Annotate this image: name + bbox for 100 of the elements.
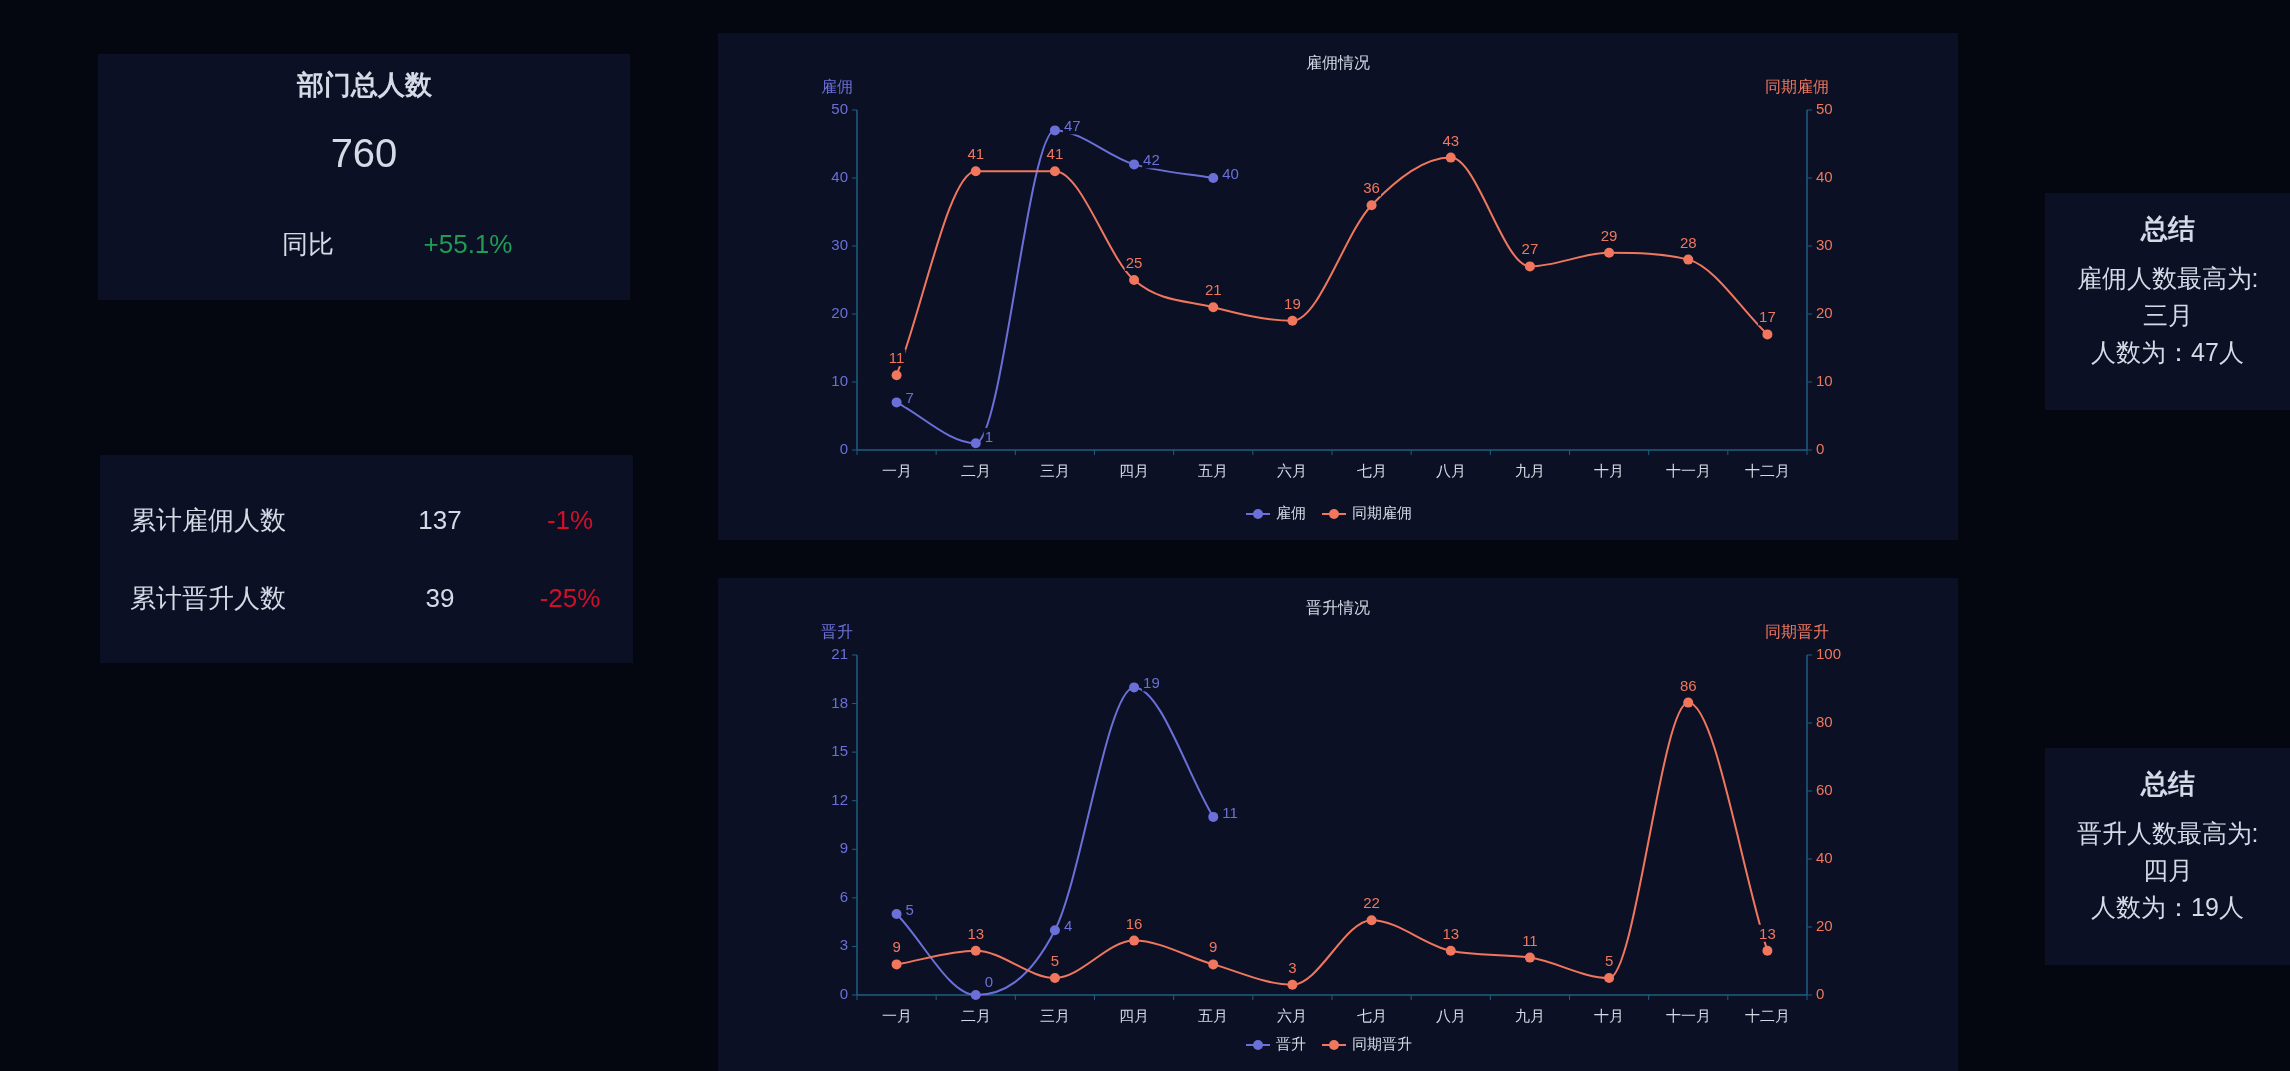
y-tick-label: 21 (831, 644, 848, 662)
y2-tick-label: 20 (1816, 303, 1833, 321)
point (970, 166, 981, 177)
y2-tick-label: 0 (1816, 984, 1825, 1002)
data-label: 19 (1284, 294, 1301, 312)
point (1049, 125, 1060, 136)
y2-axis-title: 同期晋升 (1765, 623, 1829, 641)
x-tick-label: 十月 (1594, 1006, 1625, 1024)
data-label: 11 (1522, 931, 1538, 949)
x-tick-label: 十月 (1594, 461, 1625, 479)
text: 人数为：47人 (2091, 337, 2244, 366)
x-tick-label: 十二月 (1744, 461, 1790, 479)
data-label: 5 (1604, 951, 1614, 969)
point (1129, 935, 1140, 946)
text: 四月 (2142, 855, 2193, 884)
point (891, 370, 902, 381)
y-tick-label: 20 (831, 303, 848, 321)
data-label: 43 (1442, 131, 1460, 149)
data-label: 19 (1143, 674, 1160, 692)
data-label: 41 (967, 145, 985, 163)
point (1683, 697, 1694, 708)
point (970, 945, 981, 956)
data-label: 21 (1204, 281, 1222, 299)
point (1287, 315, 1298, 326)
data-label: 22 (1363, 894, 1380, 912)
x-tick-label: 四月 (1119, 461, 1150, 479)
x-tick-label: 五月 (1198, 461, 1229, 479)
y2-tick-label: 40 (1816, 167, 1833, 185)
y2-tick-label: 80 (1816, 712, 1833, 730)
legend-label: 雇佣 (1276, 503, 1306, 521)
legend-label: 晋升 (1276, 1034, 1306, 1052)
data-label: 9 (892, 938, 901, 956)
point (1762, 945, 1773, 956)
y-tick-label: 0 (839, 439, 848, 457)
text: 人数为：19人 (2091, 892, 2244, 921)
data-label: 4 (1063, 917, 1073, 935)
y-tick-label: 3 (839, 936, 848, 954)
data-label: 7 (905, 389, 914, 407)
point (891, 909, 902, 920)
x-tick-label: 八月 (1435, 1006, 1466, 1024)
y-tick-label: 30 (831, 235, 848, 253)
y-tick-label: 6 (839, 887, 848, 905)
y2-tick-label: 100 (1816, 644, 1842, 662)
point (891, 959, 902, 970)
y-tick-label: 50 (831, 99, 848, 117)
text: 累计雇佣人数 (130, 504, 286, 535)
data-label: 13 (1759, 924, 1776, 942)
point (1445, 945, 1456, 956)
data-label: 86 (1679, 676, 1697, 694)
y2-tick-label: 20 (1816, 916, 1833, 934)
x-tick-label: 三月 (1039, 1006, 1070, 1024)
x-tick-label: 二月 (960, 461, 991, 479)
text: 雇佣人数最高为: (2076, 263, 2259, 292)
y2-tick-label: 10 (1816, 371, 1833, 389)
point (1049, 973, 1060, 983)
point (1524, 952, 1535, 963)
y2-tick-label: 40 (1816, 848, 1833, 866)
data-label: 41 (1046, 145, 1064, 163)
y-tick-label: 15 (831, 742, 848, 760)
data-label: 25 (1125, 253, 1143, 271)
data-label: 5 (1050, 951, 1060, 969)
data-label: 9 (1209, 938, 1218, 956)
data-label: 3 (1288, 958, 1297, 976)
data-label: 11 (1222, 803, 1238, 821)
data-label: 13 (967, 924, 985, 942)
x-tick-label: 六月 (1277, 1006, 1308, 1024)
text: -1% (546, 504, 594, 535)
point (1129, 682, 1140, 693)
point (1208, 302, 1219, 313)
text: 137 (418, 504, 462, 535)
point (1683, 254, 1694, 265)
y2-axis-title: 同期雇佣 (1765, 78, 1829, 96)
y-tick-label: 0 (839, 984, 848, 1002)
y-tick-label: 10 (831, 371, 848, 389)
text: +55.1% (423, 228, 513, 259)
y2-tick-label: 60 (1816, 780, 1833, 798)
x-tick-label: 三月 (1039, 461, 1070, 479)
point (1129, 159, 1140, 170)
y-axis-title: 雇佣 (821, 78, 853, 96)
data-label: 5 (905, 901, 914, 919)
y-tick-label: 9 (839, 839, 848, 857)
y2-tick-label: 50 (1816, 99, 1833, 117)
point (1287, 979, 1298, 990)
text: 760 (330, 130, 398, 175)
y-tick-label: 18 (831, 693, 848, 711)
x-tick-label: 十一月 (1665, 461, 1711, 479)
point (1366, 200, 1377, 211)
data-label: 1 (984, 427, 994, 445)
x-tick-label: 五月 (1198, 1006, 1229, 1024)
point (891, 397, 902, 408)
data-label: 42 (1143, 151, 1160, 169)
x-tick-label: 一月 (881, 461, 912, 479)
legend-label: 同期晋升 (1352, 1034, 1412, 1052)
chart-title: 晋升情况 (1306, 599, 1370, 617)
data-label: 36 (1363, 179, 1380, 197)
text: 39 (425, 582, 455, 613)
point (1762, 329, 1773, 340)
data-label: 29 (1600, 226, 1618, 244)
data-label: 27 (1521, 240, 1539, 258)
point (1049, 925, 1060, 936)
